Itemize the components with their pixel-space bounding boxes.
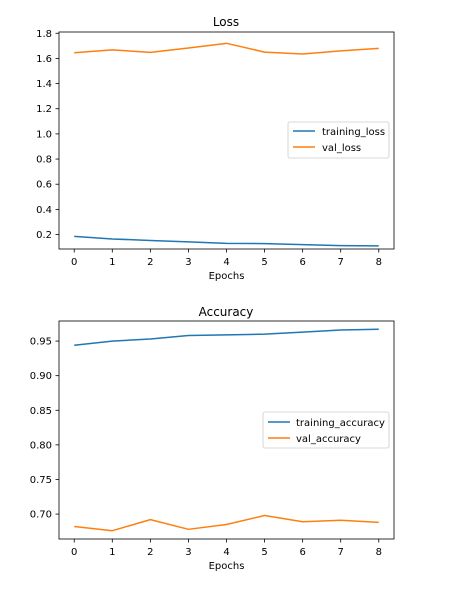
loss-y-axis: 0.2 0.4 0.6 0.8 1.0 1.2 1.4 1.6 1.8 — [36, 29, 52, 241]
accuracy-y-tick-label: 0.95 — [30, 337, 52, 348]
loss-x-tick-label: 3 — [185, 257, 191, 268]
accuracy-y-tick-label: 0.70 — [30, 510, 52, 521]
loss-y-tick-label: 0.2 — [36, 230, 52, 241]
accuracy-y-axis: 0.70 0.75 0.80 0.85 0.90 0.95 — [30, 337, 52, 521]
accuracy-x-tick-label: 6 — [299, 547, 305, 558]
loss-x-tick-label: 5 — [261, 257, 267, 268]
accuracy-legend: training_accuracy val_accuracy — [262, 411, 390, 449]
loss-series-lines — [74, 42, 379, 247]
accuracy-x-tick-label: 2 — [147, 547, 153, 558]
accuracy-x-tick-label: 1 — [109, 547, 115, 558]
loss-y-tick-label: 1.8 — [36, 29, 52, 40]
accuracy-y-tick-label: 0.75 — [30, 475, 52, 486]
loss-x-tick-label: 8 — [376, 257, 382, 268]
loss-chart: Loss 0.2 0.4 0.6 0.8 1.0 1.2 1.4 1.6 1.8… — [36, 15, 395, 282]
loss-series-line-training-loss — [74, 235, 379, 247]
loss-legend: training_loss val_loss — [287, 121, 390, 159]
accuracy-series-line-val-accuracy — [74, 514, 379, 532]
loss-legend-label: training_loss — [322, 127, 385, 138]
accuracy-series-line-training-accuracy — [74, 328, 379, 346]
accuracy-y-tick-label: 0.90 — [30, 371, 52, 382]
loss-x-axis: 0 1 2 3 4 5 6 7 8 Epochs — [71, 257, 382, 282]
accuracy-x-axis-title: Epochs — [209, 561, 245, 572]
accuracy-y-tick-label: 0.85 — [30, 406, 52, 417]
accuracy-x-tick-label: 3 — [185, 547, 191, 558]
loss-y-tick-label: 1.0 — [36, 129, 52, 140]
accuracy-x-tick-label: 7 — [338, 547, 344, 558]
loss-x-tick-label: 7 — [338, 257, 344, 268]
accuracy-legend-label: training_accuracy — [296, 418, 385, 429]
loss-y-tick-label: 1.2 — [36, 104, 52, 115]
accuracy-legend-label: val_accuracy — [296, 434, 361, 445]
accuracy-chart-title: Accuracy — [199, 305, 254, 319]
loss-x-tick-label: 1 — [109, 257, 115, 268]
accuracy-x-axis: 0 1 2 3 4 5 6 7 8 Epochs — [71, 547, 382, 572]
loss-x-tick-label: 4 — [223, 257, 229, 268]
accuracy-series-lines — [74, 328, 379, 532]
loss-tick-marks — [55, 32, 380, 253]
loss-y-tick-label: 0.8 — [36, 155, 52, 166]
loss-series-line-val-loss — [74, 42, 379, 55]
loss-y-tick-label: 1.4 — [36, 79, 52, 90]
accuracy-x-tick-label: 5 — [261, 547, 267, 558]
accuracy-x-tick-label: 8 — [376, 547, 382, 558]
loss-x-tick-label: 0 — [71, 257, 77, 268]
loss-chart-title: Loss — [213, 15, 239, 29]
loss-legend-label: val_loss — [322, 143, 361, 154]
accuracy-chart: Accuracy 0.70 0.75 0.80 0.85 0.90 0.95 0… — [30, 305, 395, 572]
accuracy-x-tick-label: 0 — [71, 547, 77, 558]
loss-y-tick-label: 0.4 — [36, 205, 52, 216]
accuracy-legend-box — [262, 411, 390, 449]
loss-x-tick-label: 6 — [299, 257, 305, 268]
loss-y-tick-label: 0.6 — [36, 180, 52, 191]
loss-x-axis-title: Epochs — [209, 271, 245, 282]
accuracy-x-tick-label: 4 — [223, 547, 229, 558]
accuracy-tick-marks — [55, 340, 380, 543]
loss-x-tick-label: 2 — [147, 257, 153, 268]
loss-y-tick-label: 1.6 — [36, 54, 52, 65]
accuracy-y-tick-label: 0.80 — [30, 440, 52, 451]
